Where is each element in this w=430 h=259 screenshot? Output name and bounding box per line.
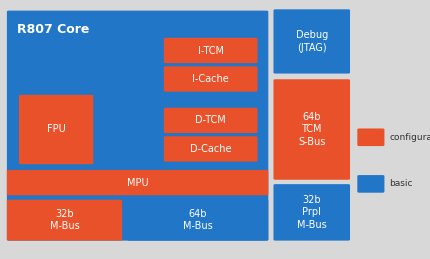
Text: basic: basic (389, 179, 413, 188)
Text: MPU: MPU (127, 178, 148, 188)
Text: 64b
M-Bus: 64b M-Bus (183, 209, 213, 231)
Text: 32b
Prpl
M-Bus: 32b Prpl M-Bus (297, 195, 327, 230)
Text: I-TCM: I-TCM (198, 46, 224, 55)
FancyBboxPatch shape (7, 200, 122, 241)
FancyBboxPatch shape (127, 200, 268, 241)
Text: 64b
TCM
S-Bus: 64b TCM S-Bus (298, 112, 326, 147)
FancyBboxPatch shape (273, 79, 350, 180)
FancyBboxPatch shape (164, 66, 258, 92)
FancyBboxPatch shape (164, 136, 258, 162)
FancyBboxPatch shape (357, 128, 384, 146)
Text: Debug
(JTAG): Debug (JTAG) (296, 30, 328, 53)
FancyBboxPatch shape (273, 184, 350, 241)
Text: configurable: configurable (389, 133, 430, 142)
Text: D-TCM: D-TCM (195, 116, 226, 125)
FancyBboxPatch shape (7, 11, 268, 241)
FancyBboxPatch shape (164, 108, 258, 133)
FancyBboxPatch shape (7, 170, 268, 195)
Text: D-Cache: D-Cache (190, 144, 231, 154)
Text: R807 Core: R807 Core (17, 23, 89, 36)
FancyBboxPatch shape (273, 9, 350, 74)
FancyBboxPatch shape (19, 95, 93, 164)
FancyBboxPatch shape (357, 175, 384, 193)
Text: FPU: FPU (46, 125, 65, 134)
Text: I-Cache: I-Cache (192, 74, 229, 84)
Text: 32b
M-Bus: 32b M-Bus (49, 209, 80, 231)
FancyBboxPatch shape (164, 38, 258, 63)
